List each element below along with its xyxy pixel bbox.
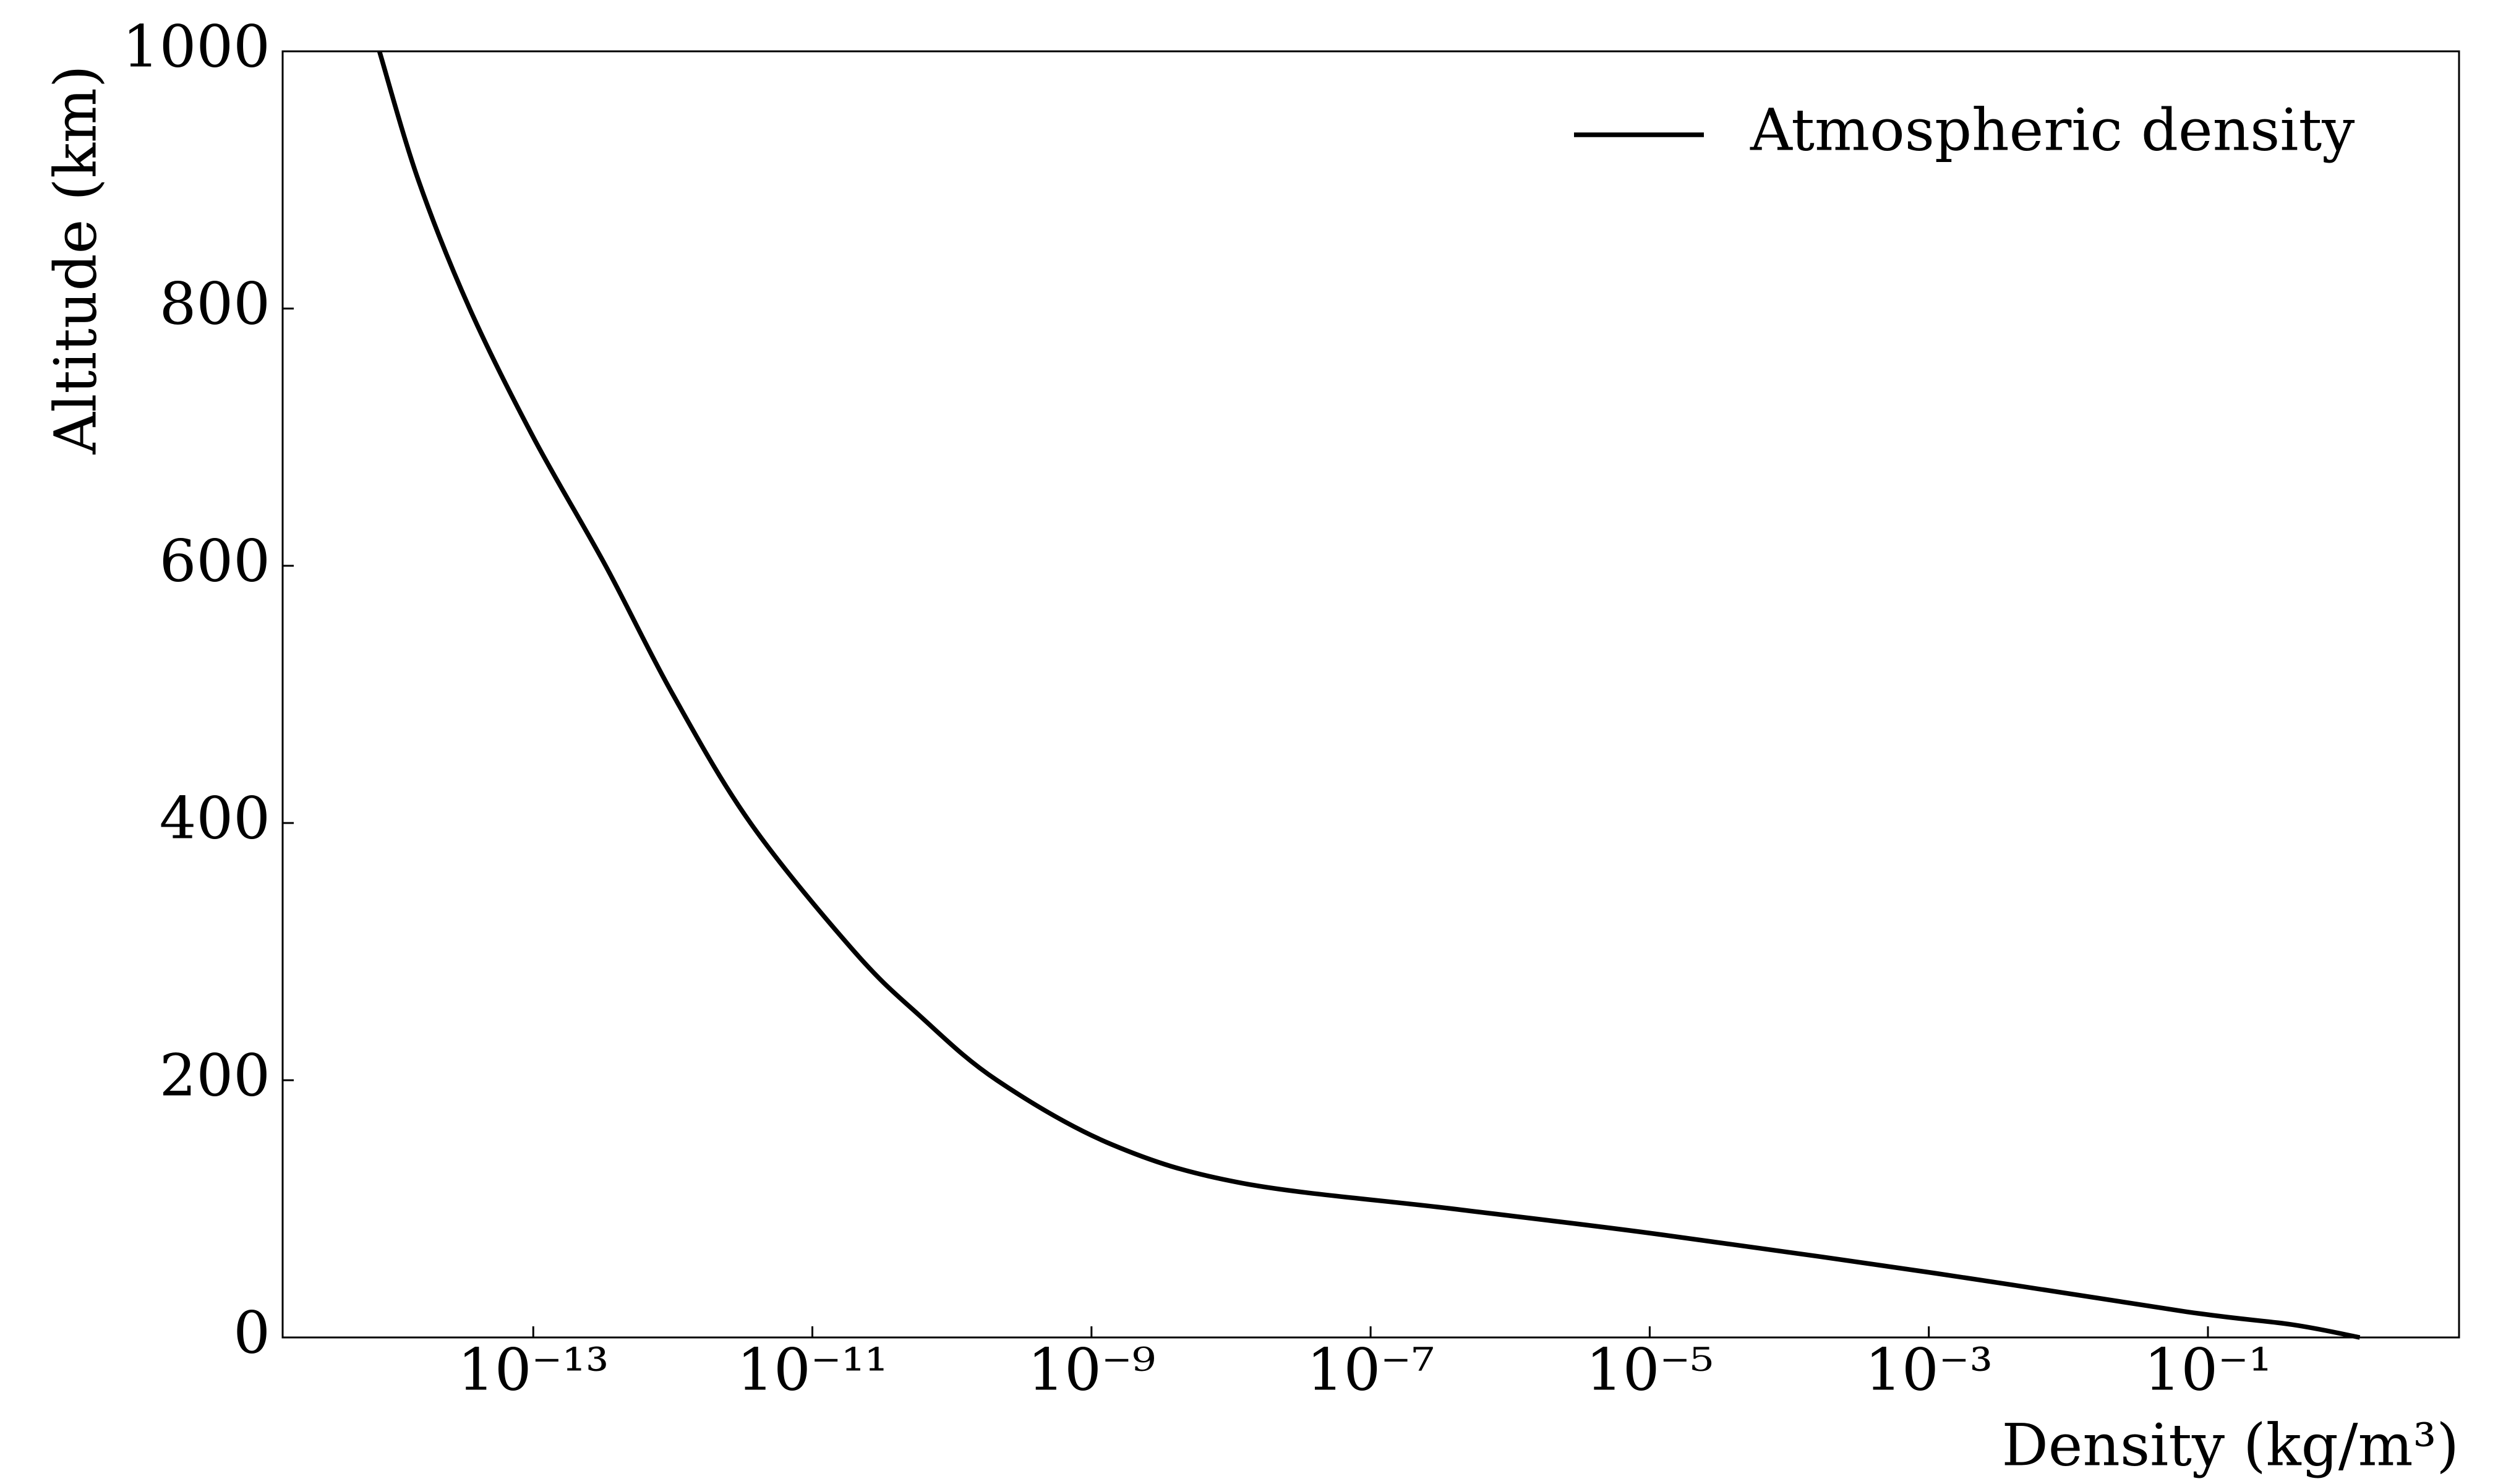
y-axis-label: Altitude (km)	[42, 65, 109, 454]
x-tick-label: 10⁻⁵	[1586, 1336, 1714, 1404]
y-tick-label: 600	[160, 527, 270, 595]
x-tick-label: 10⁻¹	[2144, 1336, 2272, 1404]
x-tick-label: 10⁻⁹	[1027, 1336, 1155, 1404]
x-tick-label: 10⁻¹¹	[737, 1336, 888, 1404]
x-tick-label: 10⁻⁷	[1307, 1336, 1435, 1404]
y-tick-label: 800	[160, 270, 270, 338]
y-tick-label: 0	[233, 1299, 270, 1367]
legend-label: Atmospheric density	[1750, 96, 2355, 164]
y-tick-label: 200	[160, 1042, 270, 1109]
y-tick-label: 1000	[122, 13, 270, 80]
x-tick-label: 10⁻¹³	[458, 1336, 609, 1404]
x-axis-label: Density (kg/m³)	[2001, 1412, 2459, 1479]
plot-frame	[281, 50, 2460, 1339]
data-line	[377, 50, 2361, 1340]
x-tick-label: 10⁻³	[1865, 1336, 1993, 1404]
y-tick-label: 400	[160, 785, 270, 852]
